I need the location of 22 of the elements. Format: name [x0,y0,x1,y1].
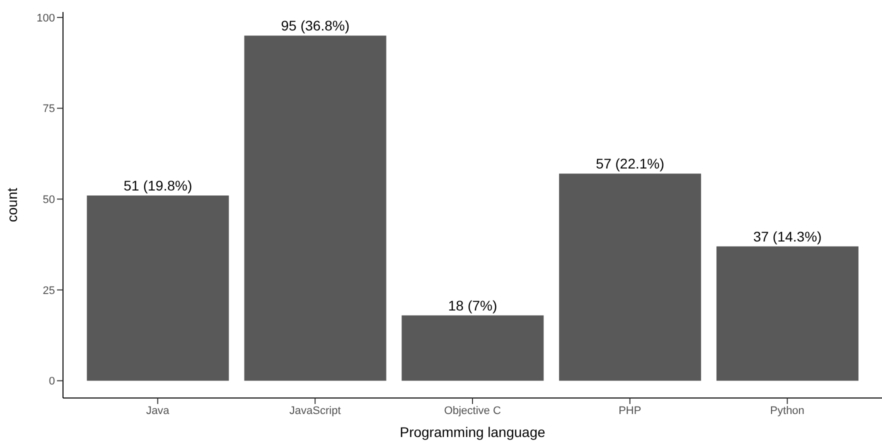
y-tick-label: 0 [48,376,55,388]
x-axis-title: Programming language [400,424,546,440]
bar [559,174,702,381]
y-tick-label: 75 [42,103,55,116]
x-tick-label: Python [770,404,804,417]
x-tick-label: PHP [618,404,642,417]
data-label: 37 (14.3%) [753,228,822,244]
data-label: 95 (36.8%) [281,18,350,34]
bar [244,36,386,381]
x-tick-label: Java [146,404,170,417]
bar [86,195,229,381]
bar [402,315,544,381]
x-tick-label: JavaScript [289,404,341,417]
y-axis-title: count [4,188,20,222]
bar [716,246,858,381]
y-tick-label: 50 [42,194,55,206]
y-tick-label: 100 [36,12,55,24]
x-tick-label: Objective C [444,404,501,417]
data-label: 57 (22.1%) [596,156,664,172]
data-label: 18 (7%) [448,297,498,314]
y-tick-label: 25 [42,284,55,297]
data-label: 51 (19.8%) [124,177,192,194]
